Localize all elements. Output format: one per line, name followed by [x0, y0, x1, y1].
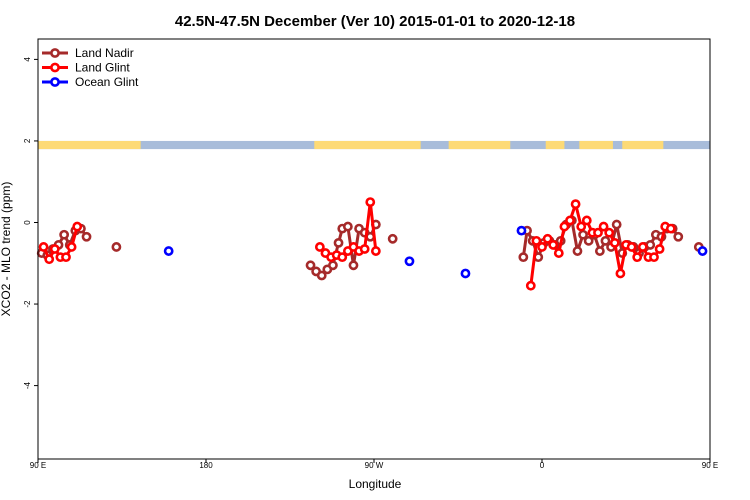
data-point: [537, 242, 547, 252]
x-tick-label: 180: [199, 461, 213, 470]
y-tick-label: -4: [23, 382, 32, 390]
series-ocean-glint: [163, 225, 708, 279]
data-point: [49, 244, 60, 254]
y-axis-label: XCO2 - MLO trend (ppm): [0, 182, 13, 317]
data-point: [673, 231, 684, 242]
data-point: [359, 244, 370, 254]
data-point: [460, 268, 471, 279]
data-point: [615, 268, 626, 279]
data-point: [337, 252, 348, 263]
y-tick-label: 0: [23, 220, 32, 225]
x-tick-label: 90 W: [365, 461, 384, 470]
legend-item: Land Nadir: [42, 46, 134, 60]
x-tick-label: 90 E: [30, 461, 46, 470]
land-segment: [579, 140, 613, 150]
data-point: [516, 225, 527, 236]
data-point: [645, 240, 656, 250]
land-segment: [545, 140, 565, 150]
legend-label: Land Nadir: [75, 46, 134, 60]
data-point: [111, 242, 122, 252]
data-point: [626, 242, 637, 252]
series-land-glint: [38, 197, 676, 291]
legend-swatch-marker: [50, 48, 60, 58]
land-segment: [314, 140, 421, 150]
x-axis-label: Longitude: [349, 477, 402, 491]
data-point: [314, 242, 325, 252]
data-point: [600, 235, 611, 246]
legend-label: Land Glint: [75, 61, 130, 75]
data-point: [604, 227, 615, 238]
data-point: [328, 260, 338, 271]
data-point: [387, 233, 398, 244]
data-point: [370, 246, 381, 256]
data-point: [553, 248, 564, 258]
land-segment: [38, 140, 141, 150]
series-layer: [36, 197, 708, 291]
land-segment: [448, 140, 511, 150]
legend-item: Land Glint: [42, 61, 130, 75]
legend-label: Ocean Glint: [75, 75, 139, 89]
y-tick-label: 4: [23, 57, 32, 62]
data-point: [578, 229, 588, 240]
data-point: [342, 221, 353, 232]
x-tick-label: 0: [540, 461, 545, 470]
land-ocean-strip: [38, 140, 710, 150]
data-point: [594, 246, 605, 256]
data-point: [576, 221, 587, 232]
data-point: [654, 244, 665, 254]
data-point: [565, 215, 575, 226]
data-point: [81, 231, 92, 242]
legend-swatch-marker: [50, 62, 60, 73]
data-point: [572, 246, 583, 256]
legend-swatch-marker: [50, 77, 60, 87]
data-point: [365, 197, 376, 208]
data-point: [163, 246, 174, 256]
data-point: [593, 227, 603, 238]
data-point: [404, 256, 415, 267]
data-point: [637, 242, 648, 252]
x-axis: 90 E 180 90 W 0 90 E: [30, 459, 718, 470]
data-point: [649, 252, 659, 263]
x-tick-label: 90 E: [702, 461, 718, 470]
legend-item: Ocean Glint: [42, 75, 139, 89]
data-point: [305, 260, 316, 271]
data-point: [518, 252, 529, 263]
data-point: [570, 199, 581, 210]
data-point: [583, 235, 594, 246]
data-point: [525, 280, 536, 291]
data-point: [59, 229, 70, 240]
data-point: [559, 221, 570, 232]
y-tick-label: -2: [23, 300, 32, 308]
data-point: [542, 233, 553, 244]
data-point: [609, 237, 620, 248]
data-point: [632, 252, 643, 263]
data-point: [61, 252, 71, 263]
data-point: [611, 219, 622, 230]
data-point: [665, 223, 676, 234]
data-point: [598, 221, 609, 232]
data-point: [316, 270, 327, 281]
data-point: [44, 254, 55, 265]
data-point: [548, 240, 559, 250]
data-point: [38, 242, 49, 252]
data-point: [531, 235, 542, 246]
chart-title: 42.5N-47.5N December (Ver 10) 2015-01-01…: [175, 13, 575, 30]
data-point: [581, 215, 592, 226]
data-point: [348, 260, 359, 271]
y-axis: 4 2 0 -2 -4: [23, 57, 38, 390]
data-point: [697, 246, 708, 256]
data-point: [333, 237, 344, 248]
data-point: [66, 242, 77, 252]
land-segment: [622, 140, 664, 150]
data-point: [72, 221, 83, 232]
y-tick-label: 2: [23, 138, 32, 143]
